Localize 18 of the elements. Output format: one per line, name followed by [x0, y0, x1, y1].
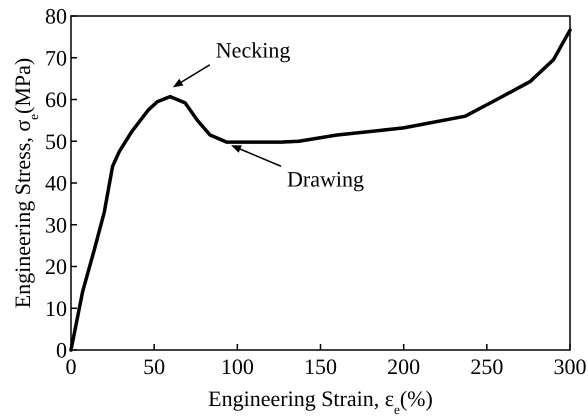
x-axis-title: Engineering Strain, ε$_{e}$(%) [208, 386, 433, 416]
y-tick-label: 30 [45, 212, 67, 238]
annotation: Necking [216, 37, 290, 62]
y-tick-label: 80 [45, 4, 67, 29]
x-tick-label: 300 [554, 354, 586, 379]
annotation: Drawing [287, 166, 364, 192]
y-tick-label: 40 [45, 170, 67, 196]
x-tick-label: 50 [143, 354, 166, 379]
x-tick-label: 200 [387, 354, 420, 379]
y-tick-label: 20 [45, 254, 67, 280]
y-tick-label: 70 [45, 45, 67, 70]
x-tick-label: 250 [470, 354, 504, 379]
y-tick-label: 60 [45, 87, 67, 112]
y-tick-label: 10 [45, 296, 67, 321]
y-tick-label: 50 [45, 128, 67, 154]
y-tick-label: 0 [56, 338, 67, 363]
x-tick-label: 100 [220, 354, 254, 379]
x-tick-label: 150 [304, 354, 337, 379]
